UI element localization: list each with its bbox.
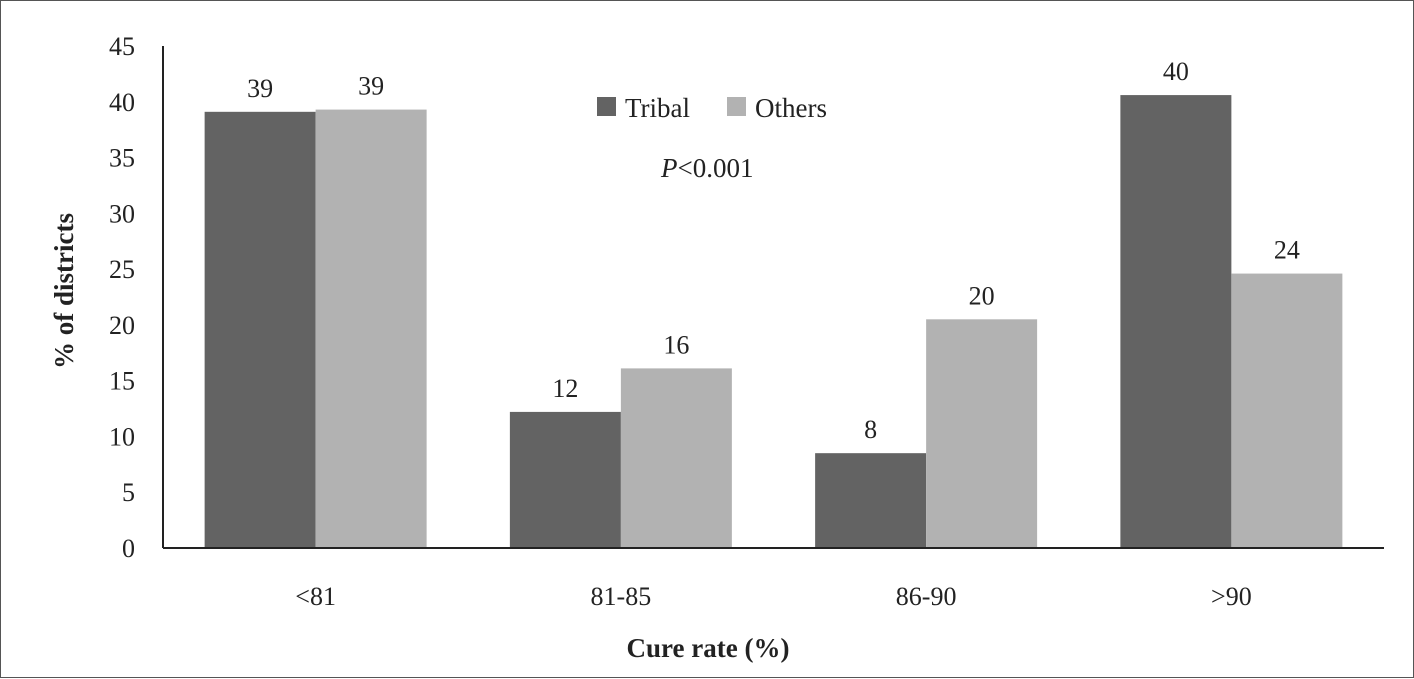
y-tick-label: 30 [109,199,135,228]
y-ticks-group: 0 5 10 15 20 25 30 35 40 45 [109,32,135,563]
y-tick-label: 5 [122,478,135,507]
data-label-tribal: 40 [1163,57,1189,86]
bar-tribal [204,111,316,548]
data-label-tribal: 12 [552,374,578,403]
y-axis-title: % of districts [49,213,79,369]
data-label-others: 39 [358,72,384,101]
x-ticks-group: <81 81-85 86-90 >90 [295,582,1251,611]
bar-others [1231,273,1343,548]
y-tick-label: 45 [109,32,135,61]
y-tick-label: 35 [109,144,135,173]
bar-tribal [1120,95,1232,548]
bar-others [620,368,732,548]
legend-swatch-others [727,97,746,116]
legend-swatch-tribal [597,97,616,116]
bar-others [926,319,1038,548]
x-tick-label: >90 [1211,582,1252,611]
legend-label-others: Others [755,93,827,123]
x-axis-title: Cure rate (%) [627,633,790,663]
p-value-symbol: P [660,153,678,183]
p-value-text: <0.001 [678,153,754,183]
data-labels-group: 39 39 12 16 8 20 40 24 [247,57,1300,444]
p-value-annotation: P<0.001 [660,153,753,183]
data-label-others: 16 [663,330,689,359]
y-tick-label: 20 [109,311,135,340]
y-tick-label: 0 [122,534,135,563]
x-tick-label: <81 [295,582,336,611]
bar-tribal [815,453,927,548]
y-tick-label: 25 [109,255,135,284]
bars-group [204,95,1343,548]
x-tick-label: 86-90 [896,582,957,611]
x-tick-label: 81-85 [591,582,652,611]
data-label-others: 24 [1274,236,1300,265]
legend-label-tribal: Tribal [625,93,690,123]
data-label-tribal: 8 [864,415,877,444]
bar-tribal [509,411,621,548]
y-tick-label: 40 [109,88,135,117]
legend: Tribal Others [597,93,827,123]
data-label-others: 20 [969,281,995,310]
bar-others [315,109,427,548]
y-tick-label: 10 [109,422,135,451]
data-label-tribal: 39 [247,74,273,103]
y-tick-label: 15 [109,367,135,396]
